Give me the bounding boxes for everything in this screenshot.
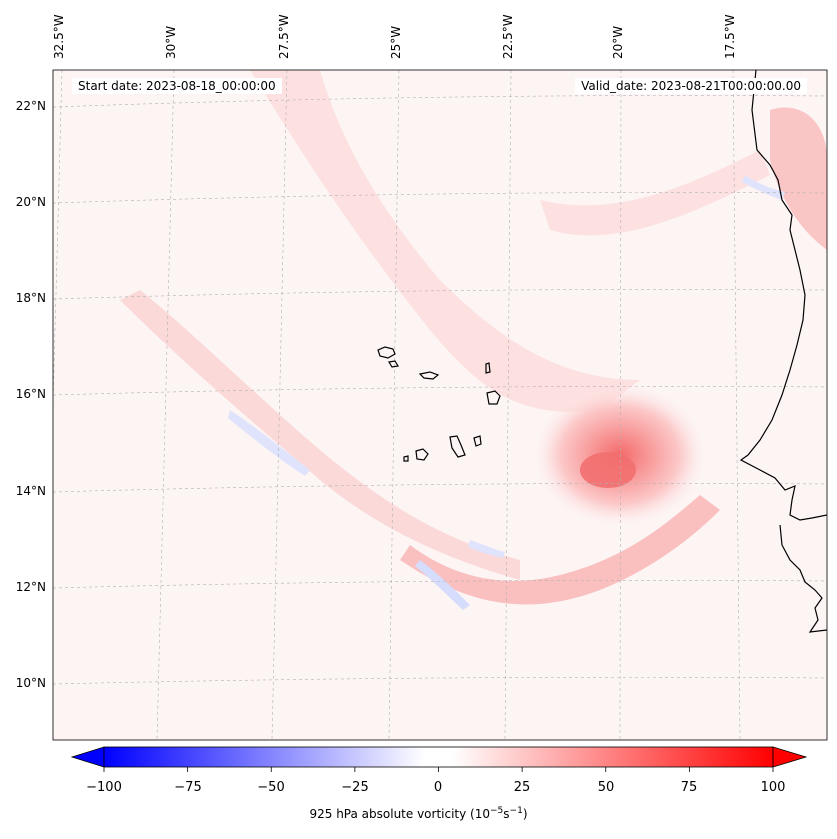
vorticity-maximum-core <box>580 452 636 488</box>
lat-label: 20°N <box>15 195 46 209</box>
vorticity-band-west <box>120 290 520 580</box>
colorbar-tick-label: 25 <box>513 780 531 795</box>
colorbar-tick-label: 100 <box>760 780 786 795</box>
lat-label: 22°N <box>15 99 46 113</box>
island-brava <box>403 455 409 462</box>
colorbar-tick-label: 75 <box>680 780 698 795</box>
lat-label: 12°N <box>15 580 46 594</box>
start-date-label: Start date: 2023-08-18_00:00:00 <box>72 78 282 94</box>
lon-label: 22.5°W <box>501 14 515 59</box>
island-santo-antao <box>377 346 396 359</box>
negative-vorticity-streak <box>415 560 470 610</box>
colorbar-extend-low <box>70 746 105 768</box>
island-sao-vicente <box>388 360 399 368</box>
vorticity-band-east <box>540 150 770 236</box>
negative-vorticity-streak <box>228 410 310 476</box>
coastline-africa-south <box>779 524 827 633</box>
lon-label: 17.5°W <box>723 14 737 59</box>
gridlines <box>53 70 827 740</box>
colorbar-tick-label: −25 <box>341 780 369 795</box>
colorbar-extend-high <box>772 746 808 768</box>
island-sal <box>485 362 491 374</box>
lat-label: 18°N <box>15 291 46 305</box>
colorbar-gradient <box>103 746 774 768</box>
coastline-africa <box>739 70 827 521</box>
island-fogo <box>415 448 429 461</box>
island-boa-vista <box>486 390 501 405</box>
colorbar-ticks <box>103 767 774 772</box>
island-maio <box>473 435 482 447</box>
island-sao-nicolau <box>418 371 440 380</box>
colorbar <box>70 746 808 772</box>
island-santiago <box>449 435 466 458</box>
vorticity-band-south <box>400 495 720 605</box>
vorticity-band-coast <box>770 107 827 250</box>
vorticity-contours <box>53 70 827 740</box>
vorticity-band-north <box>250 70 640 412</box>
vorticity-field <box>53 70 827 740</box>
lat-label: 10°N <box>15 676 46 690</box>
coastline <box>377 70 827 633</box>
colorbar-tick-label: 0 <box>433 780 443 795</box>
lat-label: 14°N <box>15 484 46 498</box>
colorbar-tick-label: −50 <box>257 780 285 795</box>
colorbar-tick-label: −100 <box>86 780 122 795</box>
colorbar-tick-label: 50 <box>597 780 615 795</box>
lat-label: 16°N <box>15 387 46 401</box>
valid-date-label: Valid_date: 2023-08-21T00:00:00.00 <box>575 78 807 94</box>
map-frame <box>52 69 828 741</box>
colorbar-label: 925 hPa absolute vorticity (10−5s−1) <box>309 806 528 821</box>
lon-label: 20°W <box>611 25 625 59</box>
colorbar-tick-label: −75 <box>174 780 202 795</box>
negative-vorticity-streak <box>742 175 785 200</box>
negative-vorticity-streak <box>468 540 505 558</box>
lon-label: 32.5°W <box>52 14 66 59</box>
lon-label: 25°W <box>389 25 403 59</box>
lon-label: 30°W <box>164 25 178 59</box>
lon-label: 27.5°W <box>277 14 291 59</box>
